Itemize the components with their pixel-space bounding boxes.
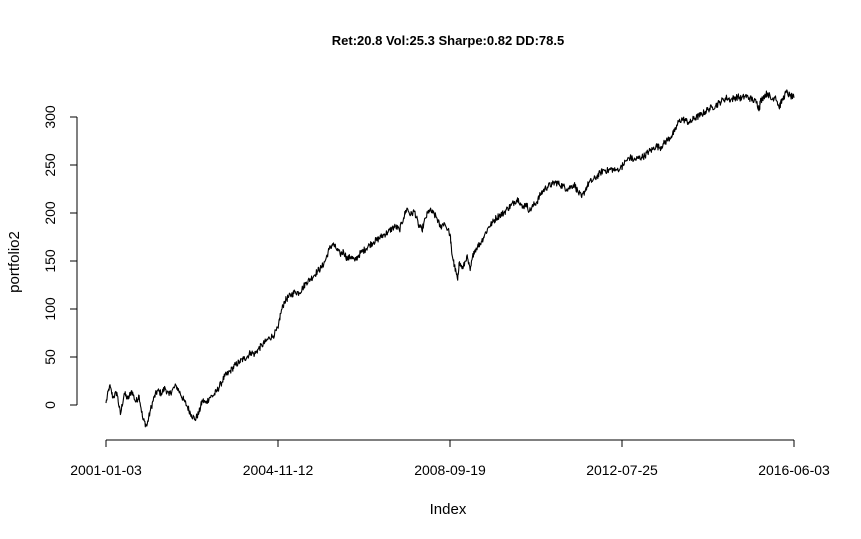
x-axis-label: Index — [430, 501, 467, 518]
series-line — [105, 89, 795, 428]
y-tick-label: 0 — [42, 401, 58, 409]
x-tick-label: 2012-07-25 — [586, 462, 658, 478]
x-tick-label: 2001-01-03 — [70, 462, 142, 478]
y-tick-label: 100 — [42, 297, 58, 321]
y-tick-label: 250 — [42, 153, 58, 177]
chart-title: Ret:20.8 Vol:25.3 Sharpe:0.82 DD:78.5 — [332, 33, 564, 48]
y-axis-label: portfolio2 — [6, 231, 23, 293]
x-tick-label: 2004-11-12 — [243, 462, 314, 478]
y-tick-label: 150 — [42, 249, 58, 273]
y-tick-label: 50 — [42, 349, 58, 365]
y-tick-label: 300 — [42, 105, 58, 129]
x-axis: 2001-01-03 2004-11-12 2008-09-19 2012-07-25… — [70, 439, 830, 478]
x-tick-label: 2016-06-03 — [758, 462, 830, 478]
x-tick-label: 2008-09-19 — [414, 462, 486, 478]
y-axis: 0 50 100 150 200 250 300 — [42, 105, 78, 409]
y-tick-label: 200 — [42, 201, 58, 225]
